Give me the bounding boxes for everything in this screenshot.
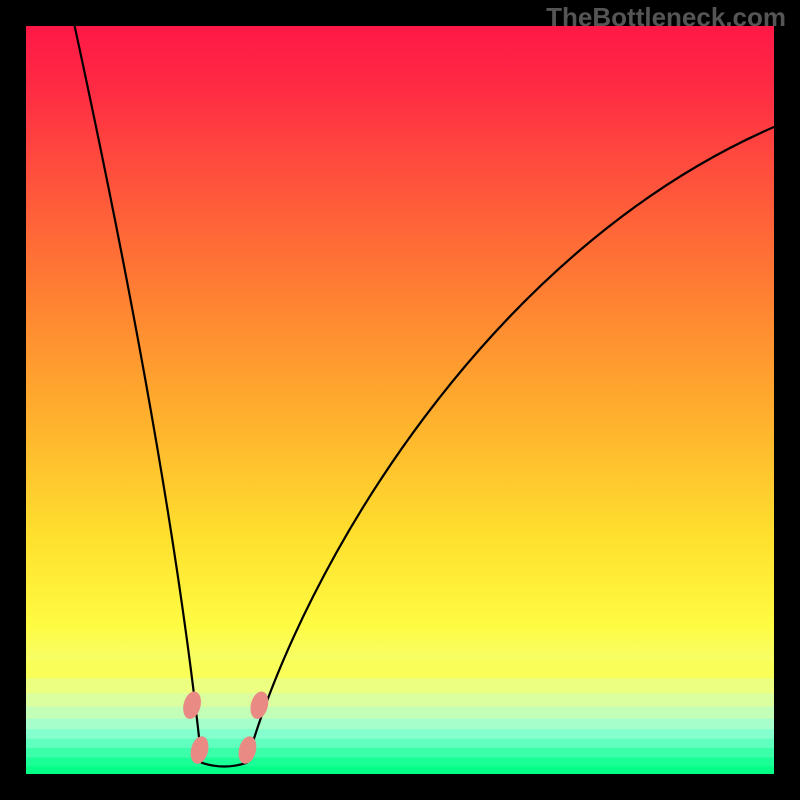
lower-bands xyxy=(26,660,774,774)
bottleneck-chart xyxy=(26,26,774,774)
